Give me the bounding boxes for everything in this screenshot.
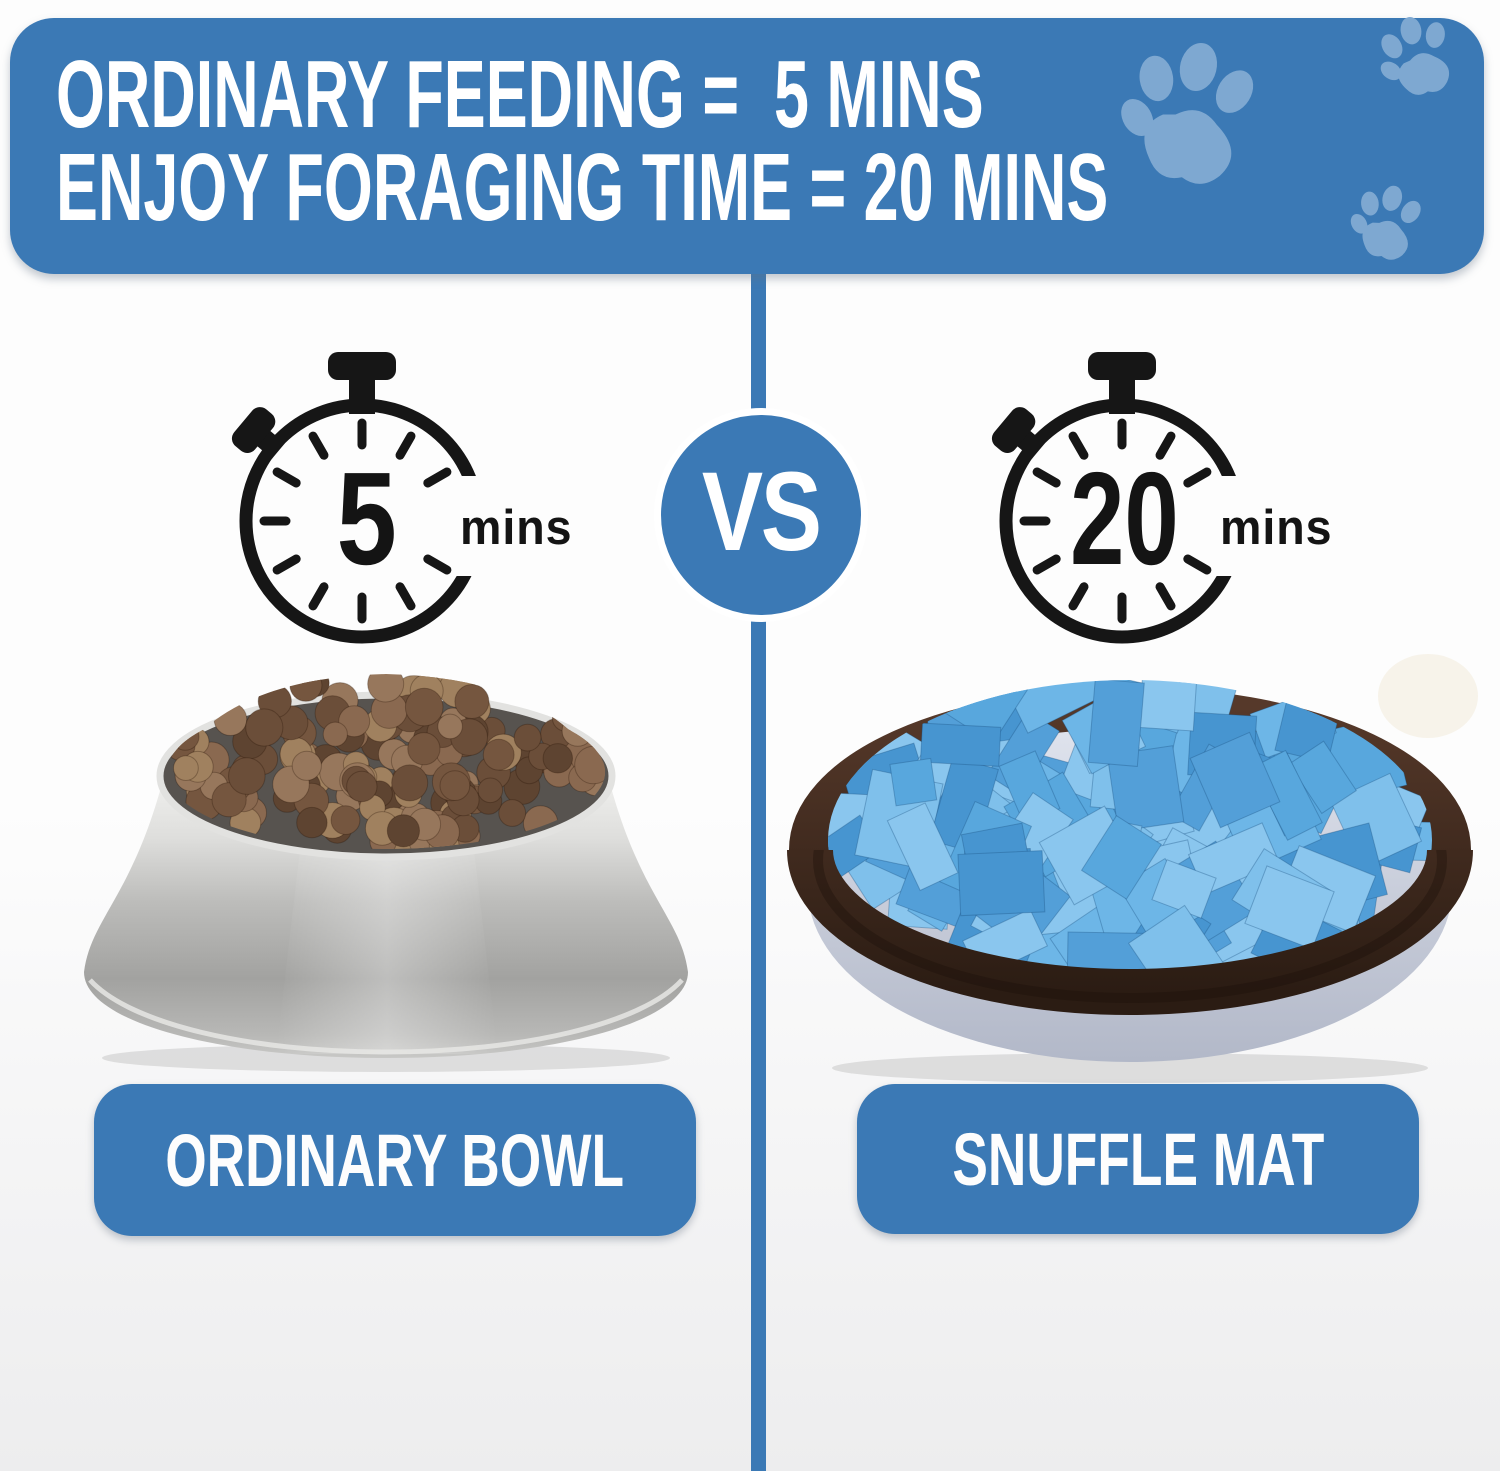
stopwatch-5min-icon — [231, 352, 582, 644]
header-line-2: ENJOY FORAGING TIME = 20 MINS — [56, 134, 1109, 241]
snuffle-mat-photo — [787, 654, 1478, 1083]
fleece-tuft — [1378, 654, 1478, 738]
ordinary-bowl-photo — [84, 674, 688, 1072]
header-line-1: ORDINARY FEEDING = 5 MINS — [56, 41, 984, 148]
paw-print-icon — [1369, 7, 1471, 107]
snuffle-mat-label: SNUFFLE MAT — [857, 1084, 1419, 1234]
ordinary-bowl-label: ORDINARY BOWL — [94, 1084, 696, 1236]
timer-value-left: 5 — [336, 445, 398, 592]
header-banner: ORDINARY FEEDING = 5 MINS ENJOY FORAGING… — [10, 16, 1484, 274]
timer-unit-right: mins — [1220, 501, 1333, 555]
stopwatch-20min-icon — [991, 352, 1342, 644]
vs-badge: VS — [654, 408, 868, 622]
vs-label: VS — [702, 448, 822, 574]
snuffle-mat-label-text: SNUFFLE MAT — [952, 1117, 1324, 1201]
paw-print-icon — [1100, 23, 1288, 208]
paw-print-icon — [1339, 174, 1440, 274]
timer-value-right: 20 — [1069, 445, 1179, 592]
timer-unit-left: mins — [460, 501, 573, 555]
header-text: ORDINARY FEEDING = 5 MINS ENJOY FORAGING… — [56, 41, 1500, 241]
ordinary-bowl-label-text: ORDINARY BOWL — [165, 1118, 625, 1202]
